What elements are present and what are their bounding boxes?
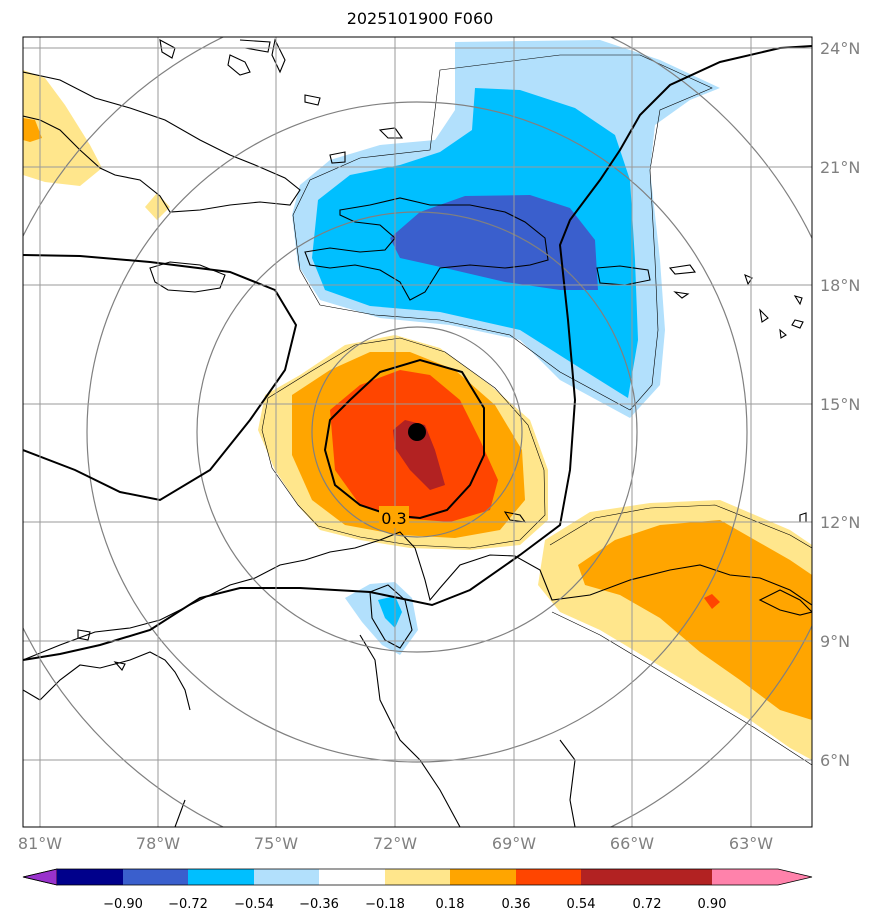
map-frame	[22, 36, 813, 828]
shade-pos-se-054	[704, 594, 720, 609]
lat-label-9: 9°N	[820, 632, 850, 651]
coast-panama-small-2	[113, 661, 126, 671]
shade-pos-se-036	[578, 520, 812, 720]
storm-center-dot	[408, 423, 426, 441]
cb-tick-label: −0.72	[168, 897, 208, 912]
cb-tick-label: 0.54	[567, 897, 596, 912]
coast-panama-small	[77, 629, 91, 641]
lat-label-21: 21°N	[820, 158, 860, 177]
colorbar-segment-9	[581, 869, 647, 885]
shade-neg-small-inner	[378, 596, 402, 628]
contour-zero-line	[23, 254, 298, 502]
lat-label-24: 24°N	[820, 39, 860, 58]
coast-bahamas-5	[329, 151, 346, 164]
lon-label-69: 69°W	[492, 834, 536, 853]
shade-pos-nw-036	[23, 118, 42, 142]
shade-neg-054	[390, 195, 598, 290]
contour-lower-line	[23, 45, 812, 661]
coast-bahamas-2	[227, 54, 251, 76]
lat-labels: 24°N 21°N 18°N 15°N 12°N 9°N 6°N	[820, 39, 860, 770]
shade-neg-small	[345, 582, 418, 655]
lon-label-75: 75°W	[254, 834, 298, 853]
coast-bahamas-3	[271, 38, 286, 74]
colorbar-tick-labels: −0.90 −0.72 −0.54 −0.36 −0.18 0.18 0.36 …	[103, 897, 726, 912]
colorbar-segment-1	[57, 869, 123, 885]
cb-tick-label: 0.90	[698, 897, 727, 912]
coast-cuba	[23, 71, 301, 213]
lat-label-6: 6°N	[820, 751, 850, 770]
cb-tick-label: −0.18	[365, 897, 405, 912]
coast-antilles-4	[791, 319, 804, 329]
lon-label-63: 63°W	[729, 834, 773, 853]
colorbar-segment-2	[123, 869, 188, 885]
lon-label-72: 72°W	[373, 834, 417, 853]
border-interior-2	[559, 739, 576, 827]
border-interior-1	[359, 634, 461, 827]
contour-label: 0.3	[381, 509, 406, 528]
cb-tick-label: −0.54	[234, 897, 274, 912]
colorbar-segment-7	[450, 869, 516, 885]
lon-label-81: 81°W	[18, 834, 62, 853]
colorbar-outline	[22, 868, 813, 886]
coast-antilles-5	[793, 295, 803, 306]
cb-tick-label: 0.18	[436, 897, 465, 912]
lat-label-15: 15°N	[820, 395, 860, 414]
coast-bahamas-4	[304, 94, 321, 106]
map-layers	[23, 37, 812, 827]
shade-outline-pos	[261, 337, 546, 549]
coast-antilles-7	[673, 291, 690, 299]
lon-label-78: 78°W	[136, 834, 180, 853]
coast-south-america	[23, 531, 812, 661]
colorbar-segment-10	[647, 869, 712, 885]
map-title: 2025101900 F060	[346, 9, 494, 28]
coast-antilles-6	[779, 328, 787, 339]
thick-contours	[23, 45, 812, 661]
cb-tick-label: 0.72	[633, 897, 662, 912]
colorbar-segment-3	[188, 869, 254, 885]
range-ring-3	[86, 101, 748, 763]
colorbar-segment-8	[516, 869, 581, 885]
coast-puerto-rico	[596, 265, 651, 286]
cb-tick-label: −0.90	[103, 897, 143, 912]
shade-pos-072	[393, 420, 445, 490]
range-ring-2	[196, 211, 638, 653]
range-rings	[23, 37, 812, 827]
colorbar-segment-5	[319, 869, 385, 885]
contour-storm-0-3	[323, 358, 485, 520]
coast-antilles-1	[668, 264, 696, 275]
colorbar-segment-6	[385, 869, 450, 885]
shade-pos-nw-018	[23, 70, 102, 186]
lon-label-66: 66°W	[610, 834, 654, 853]
coast-hispaniola	[304, 197, 549, 301]
cb-tick-label: 0.36	[502, 897, 531, 912]
coast-antilles-3	[759, 308, 769, 323]
colorbar-segment-4	[254, 869, 319, 885]
shade-outline-neg	[292, 54, 713, 411]
coast-bahamas-6	[378, 127, 404, 139]
coast-lake-maracaibo	[369, 584, 413, 649]
coast-central-america	[23, 651, 191, 711]
shade-outline-pos-se-low	[551, 611, 812, 766]
range-ring-1	[311, 326, 523, 538]
coast-trinidad	[758, 589, 812, 616]
coastlines	[23, 38, 812, 827]
lon-labels: 81°W 78°W 75°W 72°W 69°W 66°W 63°W	[18, 834, 773, 853]
coast-antilles-2	[744, 274, 753, 286]
lat-label-12: 12°N	[820, 513, 860, 532]
contour-label-bg	[379, 506, 409, 528]
cb-tick-label: −0.36	[299, 897, 339, 912]
coast-florida-tip	[239, 39, 271, 53]
gridlines	[23, 37, 812, 827]
colorbar: −0.90 −0.72 −0.54 −0.36 −0.18 0.18 0.36 …	[22, 868, 813, 912]
lat-label-18: 18°N	[820, 276, 860, 295]
colorbar-extend-low	[22, 868, 58, 886]
